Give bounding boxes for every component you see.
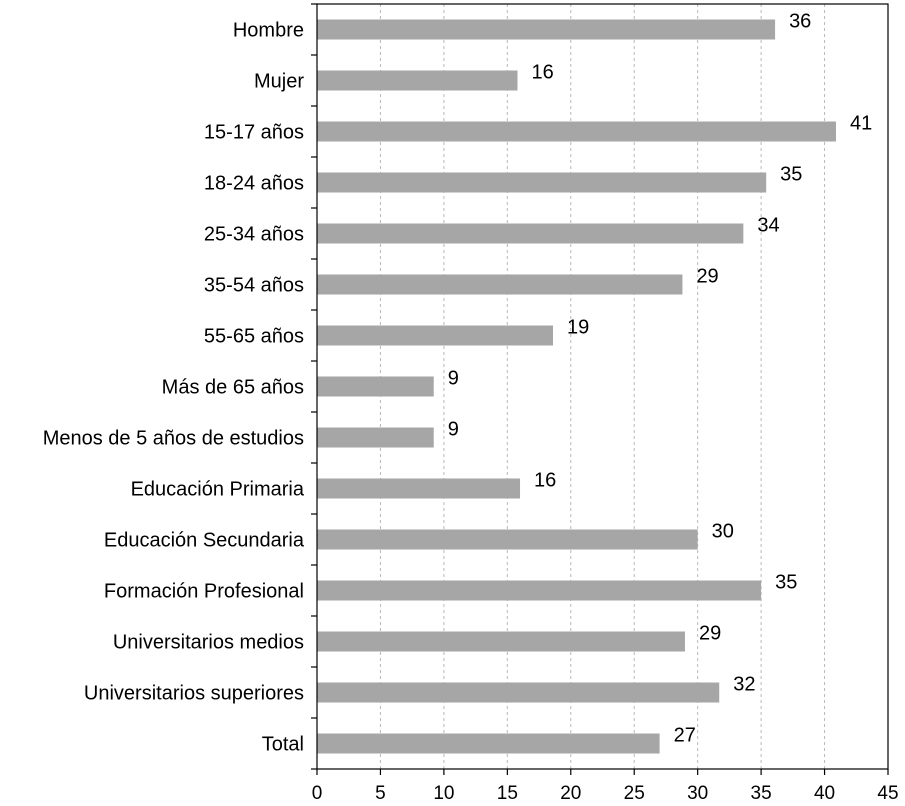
bar-8	[317, 376, 434, 397]
value-label-2: 16	[531, 62, 553, 84]
plot-area-frame	[316, 3, 889, 770]
bar-3	[317, 121, 836, 142]
bar-6	[317, 274, 683, 295]
category-label-7: 55-65 años	[204, 326, 304, 348]
value-label-4: 35	[780, 164, 802, 186]
value-label-8: 9	[448, 368, 459, 390]
category-label-10: Educación Primaria	[131, 479, 305, 501]
category-label-2: Mujer	[254, 71, 304, 93]
bar-13	[317, 631, 685, 652]
x-tick-label-20: 20	[560, 783, 581, 804]
value-label-1: 36	[789, 11, 811, 33]
bar-2	[317, 70, 518, 91]
value-labels: 36 16 41 35 34 29 19 9 9 16 30 35 29 32 27	[448, 11, 872, 747]
value-label-3: 41	[850, 113, 872, 135]
value-label-10: 16	[534, 470, 556, 492]
x-tick-label-35: 35	[751, 783, 772, 804]
x-axis-tick-labels: 0 5 10 15 20 25 30 35 40 45	[312, 783, 899, 804]
bar-7	[317, 325, 554, 346]
x-tick-label-25: 25	[624, 783, 645, 804]
value-label-9: 9	[448, 419, 459, 441]
bar-12	[317, 580, 762, 601]
category-label-13: Universitarios medios	[113, 632, 304, 654]
x-axis-ticks	[316, 769, 889, 775]
value-label-15: 27	[674, 725, 696, 747]
value-label-12: 35	[775, 572, 797, 594]
bars	[317, 19, 836, 754]
category-label-6: 35-54 años	[204, 275, 304, 297]
bar-4	[317, 172, 767, 193]
value-label-6: 29	[696, 266, 718, 288]
category-label-9: Menos de 5 años de estudios	[43, 428, 304, 450]
bar-11	[317, 529, 698, 550]
x-tick-label-45: 45	[877, 783, 898, 804]
category-label-3: 15-17 años	[204, 122, 304, 144]
bar-14	[317, 682, 720, 703]
value-label-5: 34	[757, 215, 779, 237]
bar-10	[317, 478, 521, 499]
x-tick-label-5: 5	[375, 783, 386, 804]
value-label-7: 19	[567, 317, 589, 339]
x-tick-label-0: 0	[312, 783, 323, 804]
category-label-1: Hombre	[233, 20, 304, 42]
x-tick-label-10: 10	[433, 783, 454, 804]
category-label-11: Educación Secundaria	[104, 530, 305, 552]
value-label-13: 29	[699, 623, 721, 645]
bar-9	[317, 427, 434, 448]
category-label-15: Total	[262, 734, 304, 756]
bar-5	[317, 223, 744, 244]
category-label-12: Formación Profesional	[104, 581, 304, 603]
category-label-4: 18-24 años	[204, 173, 304, 195]
x-tick-label-40: 40	[814, 783, 835, 804]
category-labels: Hombre Mujer 15-17 años 18-24 años 25-34 año…	[43, 20, 305, 756]
y-axis-ticks	[311, 3, 317, 770]
bar-1	[317, 19, 776, 40]
category-label-8: Más de 65 años	[162, 377, 304, 399]
bar-15	[317, 733, 660, 754]
category-label-5: 25-34 años	[204, 224, 304, 246]
category-label-14: Universitarios superiores	[84, 683, 304, 705]
x-tick-label-15: 15	[497, 783, 518, 804]
x-tick-label-30: 30	[687, 783, 708, 804]
value-label-11: 30	[712, 521, 734, 543]
value-label-14: 32	[733, 674, 755, 696]
